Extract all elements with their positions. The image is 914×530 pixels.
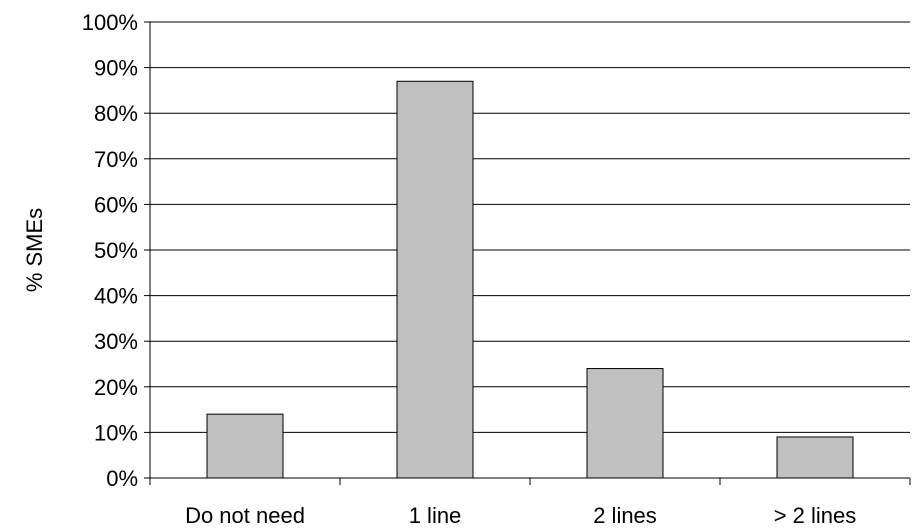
bars <box>206 80 854 479</box>
y-tick-label: 20% <box>94 375 138 400</box>
x-tick-labels: Do not need 1 line 2 lines > 2 lines <box>185 503 856 528</box>
x-tick-label: Do not need <box>185 503 305 528</box>
y-axis-title: % SMEs <box>22 208 47 292</box>
y-tick-label: 60% <box>94 192 138 217</box>
bar <box>586 368 664 479</box>
y-tick-label: 70% <box>94 147 138 172</box>
bar <box>776 436 854 479</box>
x-tick-label: 1 line <box>409 503 462 528</box>
y-tick-label: 80% <box>94 101 138 126</box>
y-tick-label: 10% <box>94 420 138 445</box>
y-tick-label: 50% <box>94 238 138 263</box>
y-tick-labels: 0% 10% 20% 30% 40% 50% 60% 70% 80% 90% 100% <box>82 10 138 491</box>
y-tick-label: 30% <box>94 329 138 354</box>
bar <box>206 413 284 479</box>
y-tick-label: 90% <box>94 56 138 81</box>
x-tick-label: 2 lines <box>593 503 657 528</box>
bar <box>396 80 474 479</box>
gridlines <box>150 21 910 433</box>
y-tick-label: 0% <box>106 466 138 491</box>
y-tick-label: 100% <box>82 10 138 35</box>
y-tick-label: 40% <box>94 284 138 309</box>
axes <box>144 21 911 485</box>
x-tick-label: > 2 lines <box>774 503 857 528</box>
